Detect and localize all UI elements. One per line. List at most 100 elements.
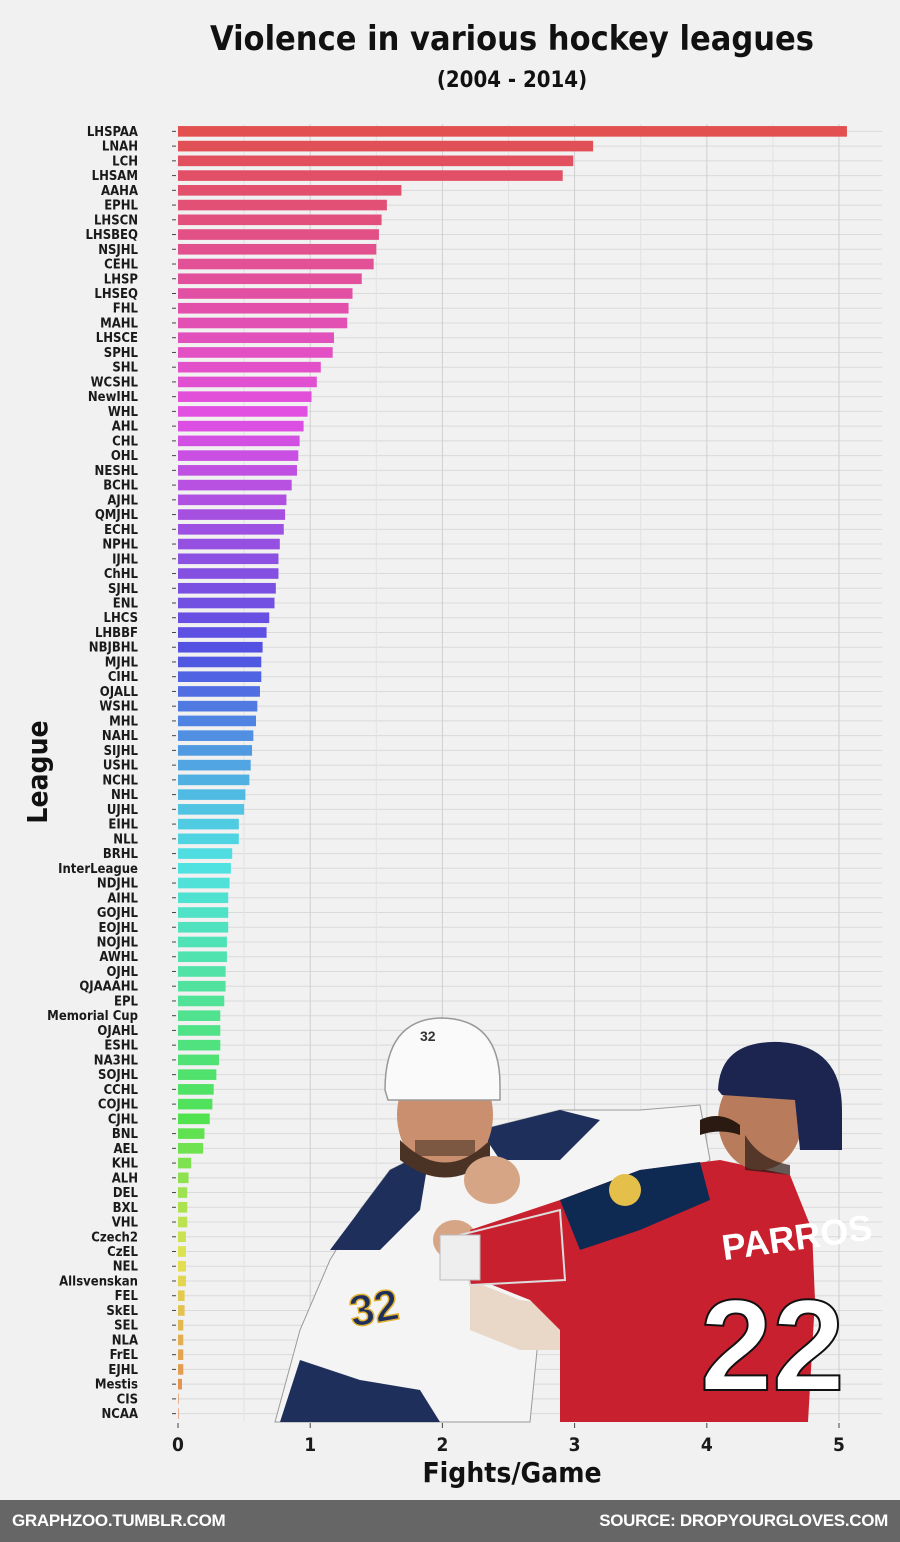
x-tick-label: 0 (172, 1434, 184, 1456)
y-tick-label: NESHL (95, 464, 139, 479)
bar (178, 420, 304, 432)
x-tick-label: 5 (833, 1434, 845, 1456)
x-tick-label: 4 (701, 1434, 713, 1456)
bar (178, 1113, 210, 1125)
bar (178, 465, 297, 476)
bar (178, 302, 349, 314)
bar (178, 214, 382, 226)
bar (178, 1216, 188, 1228)
bar (178, 317, 348, 329)
bar-chart: Violence in various hockey leagues (2004… (21, 19, 882, 1489)
y-tick-label: LHSCN (94, 213, 138, 228)
bar (178, 921, 229, 933)
bar (178, 1010, 221, 1021)
y-tick-label: CEHL (104, 258, 138, 273)
y-tick-label: ChHL (104, 567, 139, 582)
bar (178, 1349, 184, 1360)
bar (178, 376, 317, 388)
x-tick-label: 1 (304, 1434, 316, 1456)
bar (178, 1157, 192, 1169)
bar (178, 1334, 184, 1346)
bar (178, 995, 225, 1007)
y-tick-label: NCHL (102, 773, 138, 788)
bar (178, 332, 334, 344)
y-tick-label: LNAH (102, 140, 138, 155)
y-tick-label: FEL (115, 1289, 139, 1304)
bar (178, 509, 286, 520)
bar (178, 1378, 182, 1390)
bar (178, 494, 287, 506)
bar (178, 1393, 179, 1405)
y-tick-label: BXL (113, 1201, 139, 1216)
bar (178, 479, 292, 491)
y-tick-label: SOJHL (98, 1068, 139, 1083)
bar (178, 185, 402, 196)
y-tick-label: AAHA (101, 184, 138, 199)
player-left-number: 32 (346, 1280, 403, 1337)
y-tick-label: AIHL (107, 891, 138, 906)
y-tick-label: NHL (111, 788, 139, 803)
bar (178, 126, 847, 137)
bar (178, 1319, 184, 1331)
y-tick-label: EPHL (104, 199, 138, 214)
bar (178, 435, 300, 447)
player-left-helmet-number: 32 (420, 1028, 436, 1044)
y-tick-label: OHL (111, 449, 139, 464)
hockey-fight-photo: PARROS 22 32 32 (274, 1017, 875, 1423)
y-tick-label: Czech2 (91, 1230, 138, 1245)
y-tick-label: EPL (114, 994, 139, 1009)
y-tick-label: InterLeague (58, 862, 138, 877)
bar (178, 1231, 186, 1243)
y-tick-label: AJHL (107, 493, 138, 508)
bar (178, 745, 253, 756)
y-tick-label: SIJHL (104, 744, 139, 759)
y-tick-label: MHL (109, 714, 138, 729)
y-tick-label: NDJHL (97, 877, 139, 892)
y-tick-label: OJALL (100, 685, 139, 700)
bar (178, 1187, 188, 1198)
y-tick-label: MAHL (100, 316, 138, 331)
y-tick-label: AEL (114, 1142, 139, 1157)
bar (178, 1305, 185, 1316)
bar (178, 538, 280, 550)
bar (178, 877, 230, 889)
footer-credit[interactable]: GRAPHZOO.TUMBLR.COM (12, 1511, 226, 1530)
bar (178, 361, 321, 373)
footer-source[interactable]: SOURCE: DROPYOURGLOVES.COM (599, 1511, 888, 1530)
bar (178, 1039, 221, 1051)
bar (178, 789, 246, 800)
bar (178, 936, 227, 948)
y-tick-label: AWHL (99, 950, 138, 965)
bar (178, 1201, 188, 1213)
bar (178, 1172, 189, 1184)
y-tick-label: LHSCE (96, 331, 138, 346)
x-tick-labels: 0 1 2 3 4 5 (172, 1423, 845, 1456)
bar (178, 656, 262, 668)
y-tick-label: BCHL (103, 479, 138, 494)
y-tick-label: SHL (112, 361, 138, 376)
bar (178, 199, 387, 211)
bar (178, 730, 254, 741)
bar (178, 759, 251, 771)
bar (178, 862, 231, 874)
bar (178, 597, 275, 609)
bar (178, 627, 267, 638)
y-tick-label: LHSBEQ (85, 228, 138, 243)
y-tick-label: SEL (114, 1319, 138, 1334)
y-tick-label: QMJHL (95, 508, 139, 523)
y-tick-label: OJHL (106, 965, 138, 980)
bar (178, 700, 258, 712)
bar (178, 450, 299, 461)
bar (178, 715, 256, 727)
bar (178, 347, 333, 358)
bar (178, 258, 374, 270)
footer-bar: GRAPHZOO.TUMBLR.COM SOURCE: DROPYOURGLOV… (0, 1500, 900, 1542)
y-tick-label: AHL (112, 420, 139, 435)
bar (178, 243, 377, 255)
bar (178, 391, 312, 402)
y-tick-label: Mestis (95, 1378, 138, 1393)
bar (178, 1275, 186, 1287)
x-axis-label: Fights/Game (422, 1456, 601, 1489)
bar (178, 140, 594, 152)
bar (178, 892, 229, 904)
